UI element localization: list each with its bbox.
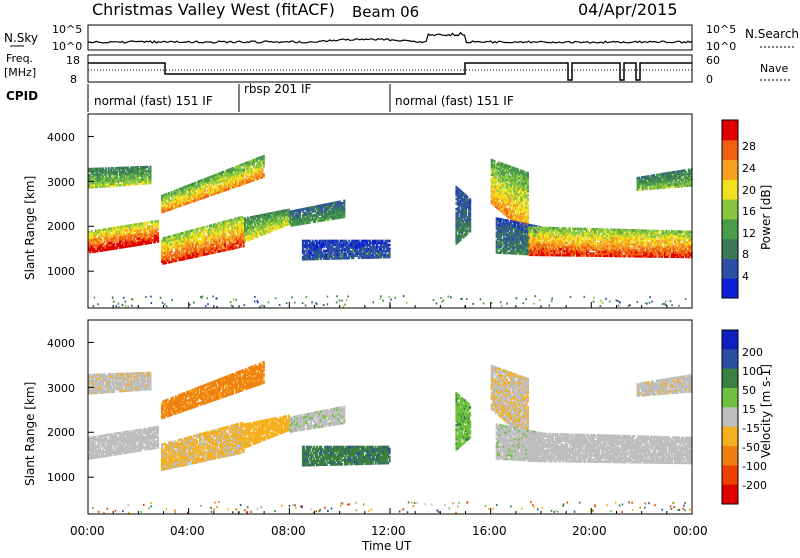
power-cell [234, 232, 236, 235]
nave-tick-high: 60 [706, 54, 720, 67]
power-cell [194, 182, 196, 185]
power-cell [523, 170, 525, 173]
power-cell [469, 198, 471, 201]
power-cell [150, 166, 152, 169]
power-cell [207, 195, 209, 198]
power-cell [494, 160, 496, 163]
date-label: 04/Apr/2015 [578, 0, 678, 19]
cpid-strip: CPID normal (fast) 151 IF rbsp 201 IF no… [6, 82, 514, 112]
power-cell [157, 232, 159, 235]
nave-label: Nave [760, 62, 788, 75]
power-cell [389, 244, 391, 247]
nsearch-label: N.Search [745, 27, 799, 41]
cpid-label: CPID [6, 89, 38, 103]
power-cell [523, 223, 525, 226]
cpid-segment-2: rbsp 201 IF [244, 82, 311, 96]
power-cell [527, 194, 529, 197]
freq-label-2: [MHz] [4, 66, 36, 79]
power-panel: Slant Range [km] 1000 2000 3000 4000 28 … [23, 114, 773, 308]
power-cell [527, 172, 529, 175]
nsky-frame [88, 25, 692, 50]
power-heatmap [88, 136, 693, 308]
power-cell [343, 200, 345, 203]
power-cell [517, 168, 519, 171]
freq-frame [88, 55, 692, 82]
nsky-strip: N.Sky 10^5 10^0 10^5 10^0 N.Search [4, 23, 799, 53]
nsearch-tick-low: 10^0 [706, 40, 736, 53]
nsky-tick-low: 10^0 [52, 40, 82, 53]
cpid-segment-1: normal (fast) 151 IF [94, 94, 213, 108]
nsky-tick-high: 10^5 [52, 23, 82, 36]
power-cell [527, 198, 529, 201]
power-cell [105, 167, 107, 170]
freq-tick-high: 18 [66, 54, 80, 67]
power-cell [157, 220, 159, 223]
power-cell [101, 239, 103, 242]
power-cell [263, 173, 265, 176]
power-cell [525, 223, 527, 226]
power-cell [206, 225, 208, 228]
nsky-label: N.Sky [4, 31, 38, 45]
power-cell [527, 204, 529, 207]
power-cell [205, 228, 207, 231]
power-cell [513, 210, 515, 213]
power-cell [518, 222, 520, 225]
power-cell [147, 221, 149, 224]
power-cell [236, 246, 238, 249]
power-cell [507, 220, 509, 223]
cpid-segment-3: normal (fast) 151 IF [395, 94, 514, 108]
power-cell [261, 168, 263, 171]
plot-title: Christmas Valley West (fitACF) [92, 0, 335, 19]
nave-tick-low: 0 [706, 73, 713, 86]
power-cell [263, 155, 265, 158]
nsky-trace [88, 33, 692, 43]
freq-tick-low: 8 [70, 73, 77, 86]
power-cell [389, 240, 391, 243]
power-cell [466, 196, 468, 199]
beam-label: Beam 06 [352, 3, 419, 21]
nsearch-tick-high: 10^5 [706, 23, 736, 36]
power-cell [113, 241, 115, 244]
freq-strip: Freq. [MHz] 18 8 60 0 Nave [4, 52, 790, 86]
freq-trace [88, 63, 692, 80]
power-cell [252, 167, 254, 170]
power-cell [389, 248, 391, 251]
freq-label-1: Freq. [6, 52, 33, 65]
